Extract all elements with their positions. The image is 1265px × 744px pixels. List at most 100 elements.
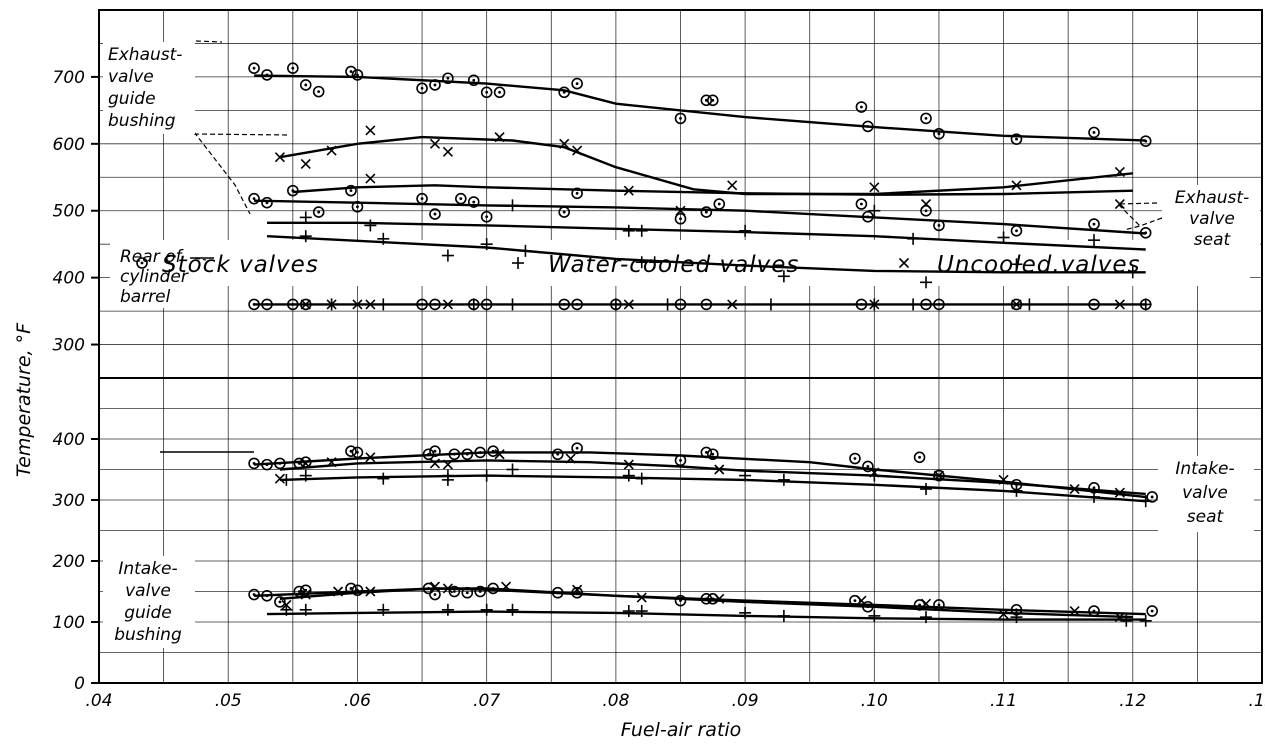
annotation-leader (1116, 202, 1158, 227)
data-point-uncooled (442, 299, 453, 310)
data-point-stock (429, 208, 441, 220)
data-point-stock (920, 112, 932, 125)
y-tick-label: 0 (74, 674, 85, 694)
data-point-stock (674, 212, 687, 225)
x-tick-label: .06 (344, 691, 371, 711)
x-tick-label: .04 (85, 691, 112, 711)
data-point-water-cooled (1010, 484, 1023, 497)
data-point-water-cooled (377, 298, 390, 311)
annotation-backdrop (103, 556, 195, 648)
annotation-label: bushing (108, 111, 176, 131)
data-point-water-cooled (467, 298, 480, 311)
marker-layer (248, 62, 1158, 627)
data-point-stock (674, 298, 687, 311)
data-point-uncooled (300, 299, 311, 310)
legend-label-stock: Stock valves (162, 252, 319, 278)
data-point-uncooled (869, 299, 880, 310)
data-point-uncooled (714, 464, 725, 475)
data-point-uncooled (572, 145, 583, 156)
y-tick-label: 700 (53, 68, 85, 88)
data-point-stock (429, 588, 441, 601)
data-point-uncooled (1114, 487, 1125, 498)
data-point-stock (913, 451, 926, 464)
data-point-stock (448, 448, 461, 461)
data-point-stock (248, 298, 260, 311)
data-point-stock (287, 184, 299, 197)
data-point-stock (700, 446, 713, 459)
x-tick-label: .08 (602, 691, 629, 711)
data-point-stock (713, 198, 726, 210)
data-point-stock (674, 112, 687, 125)
annotation-label: guide (108, 89, 156, 109)
data-point-water-cooled (622, 605, 635, 618)
annotation-backdrop (116, 244, 190, 308)
data-point-water-cooled (648, 256, 661, 269)
annotation-label: valve (125, 581, 171, 601)
data-point-water-cooled (299, 603, 312, 616)
data-point-stock (862, 210, 874, 223)
data-point-uncooled (623, 459, 634, 470)
data-point-stock (707, 448, 719, 461)
data-point-water-cooled (1139, 495, 1152, 508)
curve-uncooled (279, 135, 1133, 196)
curve-layer (160, 40, 1239, 621)
data-point-uncooled (332, 586, 344, 597)
data-point-uncooled (572, 584, 583, 595)
data-point-stock (429, 298, 441, 311)
data-point-water-cooled (1088, 234, 1101, 247)
data-point-uncooled (365, 299, 376, 310)
legend-label-water-cooled: Water-cooled valves (548, 252, 799, 278)
legend-symbol-water-cooled (512, 257, 524, 269)
data-point-stock (248, 62, 260, 75)
data-point-water-cooled (777, 609, 790, 622)
data-point-stock (674, 454, 687, 467)
data-point-uncooled (1114, 198, 1125, 210)
data-point-water-cooled (364, 219, 377, 232)
data-point-stock (493, 86, 506, 99)
data-point-stock (351, 200, 364, 213)
annotation-label: barrel (120, 287, 171, 307)
data-point-water-cooled (622, 224, 635, 237)
data-point-uncooled (856, 595, 867, 606)
data-point-water-cooled (739, 469, 752, 482)
data-point-stock (351, 69, 364, 81)
x-tick-label: .13 (1248, 691, 1265, 711)
label-layer: .04 .05 .06 .07 .08 .09 .10 .11 .12 .13 300 400 500 6… (13, 42, 1265, 741)
data-point-water-cooled (1010, 258, 1023, 271)
data-point-stock (487, 582, 499, 595)
annotation-label: Rear of (120, 247, 184, 267)
data-point-uncooled (1011, 299, 1022, 310)
annotation-label: valve (1182, 483, 1228, 503)
data-point-uncooled (1114, 166, 1125, 177)
data-point-uncooled (365, 173, 376, 184)
data-point-stock (855, 298, 868, 311)
data-point-uncooled (300, 158, 311, 169)
data-point-water-cooled (506, 199, 519, 212)
data-point-water-cooled (661, 298, 674, 311)
data-point-stock (480, 86, 493, 99)
data-point-stock (248, 588, 260, 601)
data-point-water-cooled (1139, 298, 1152, 311)
annotation-leader (1123, 217, 1163, 231)
data-point-stock (261, 589, 273, 602)
data-point-uncooled (429, 458, 441, 469)
data-point-stock (707, 593, 719, 605)
data-point-stock (416, 298, 428, 311)
y-tick-label: 500 (53, 202, 85, 222)
curve-water-cooled (267, 221, 1146, 251)
data-point-stock (849, 594, 861, 607)
y-axis-title: Temperature, °F (13, 322, 35, 477)
data-point-water-cooled (441, 603, 454, 616)
x-tick-label: .10 (861, 691, 888, 711)
data-point-water-cooled (1023, 298, 1036, 311)
data-point-uncooled (869, 182, 880, 193)
annotation-label: seat (1194, 230, 1232, 250)
data-point-uncooled (274, 152, 285, 163)
annotation-backdrop (1162, 185, 1260, 252)
annotation-backdrop (1158, 456, 1254, 532)
data-point-uncooled (623, 185, 634, 196)
data-point-stock (474, 585, 487, 598)
data-point-stock (487, 445, 499, 458)
data-point-water-cooled (506, 463, 519, 476)
